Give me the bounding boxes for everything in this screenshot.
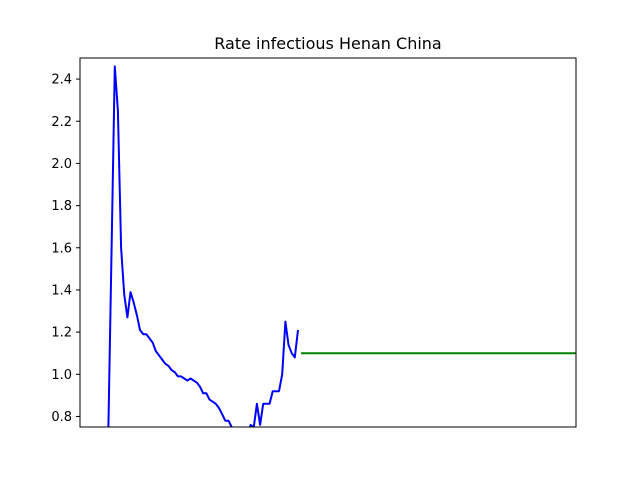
- plot-frame: [79, 57, 577, 428]
- series-line-1: [107, 65, 267, 427]
- y-tick-label: 1.4: [51, 283, 72, 298]
- y-tick-label: 1.8: [51, 199, 72, 214]
- series-line-2: [266, 320, 299, 405]
- series-layer: [107, 65, 576, 427]
- chart-title: Rate infectious Henan China: [214, 34, 441, 53]
- y-tick-label: 2.4: [51, 73, 72, 88]
- y-tick-label: 1.2: [51, 326, 72, 341]
- y-tick-label: 2.0: [51, 157, 72, 172]
- y-tick-label: 0.8: [51, 410, 72, 425]
- y-axis: 0.8 1.0 1.2 1.4 1.6 1.8 2.0 2.2 2.4: [51, 73, 80, 425]
- y-tick-label: 1.6: [51, 241, 72, 256]
- y-tick-label: 2.2: [51, 115, 72, 130]
- y-tick-label: 1.0: [51, 368, 72, 383]
